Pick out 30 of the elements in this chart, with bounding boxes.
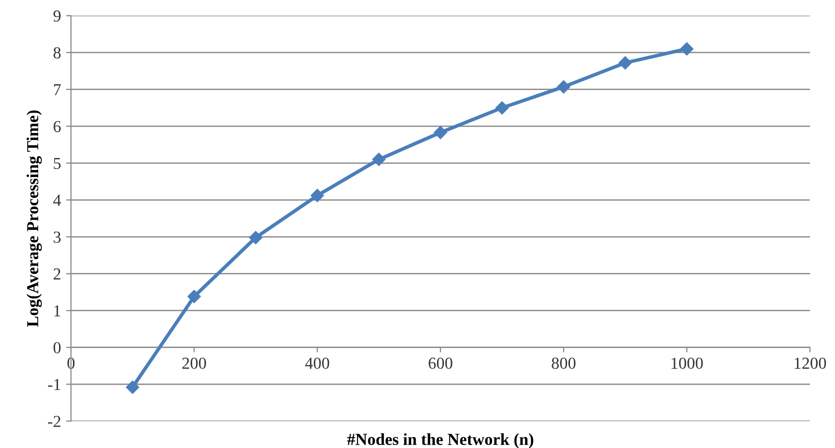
y-tick-label: -1 xyxy=(48,379,60,390)
y-axis-title: Log(Average Processing Time) xyxy=(26,110,42,327)
x-tick-label: 1200 xyxy=(794,358,826,369)
x-tick-label: 1000 xyxy=(672,358,703,369)
y-tick-label: 1 xyxy=(54,305,60,316)
point xyxy=(249,230,262,244)
y-tick-label: 3 xyxy=(54,232,61,243)
point xyxy=(557,80,570,94)
y-tick-label: 9 xyxy=(53,10,61,22)
y-tick-label: -2 xyxy=(48,416,60,427)
point xyxy=(188,290,201,304)
point xyxy=(680,42,694,56)
point xyxy=(434,126,448,140)
y-tick-label: 0 xyxy=(54,342,61,354)
x-axis-title: #Nodes in the Network (n) xyxy=(347,433,534,448)
y-tick-label: 8 xyxy=(54,47,61,58)
x-tick-label: 800 xyxy=(552,358,576,369)
y-tick-label: 6 xyxy=(54,121,61,132)
x-tick-label: 600 xyxy=(428,358,452,369)
y-tick-label: 5 xyxy=(54,158,61,170)
x-tick-label: 400 xyxy=(305,358,330,369)
y-tick-label: 2 xyxy=(54,268,60,280)
point xyxy=(495,101,509,114)
point xyxy=(310,188,324,202)
point xyxy=(126,380,140,394)
y-tick-label: 4 xyxy=(53,194,61,206)
y-tick-label: 7 xyxy=(54,84,61,96)
point xyxy=(372,152,386,166)
point xyxy=(618,56,632,70)
x-tick-label: 200 xyxy=(182,358,206,369)
